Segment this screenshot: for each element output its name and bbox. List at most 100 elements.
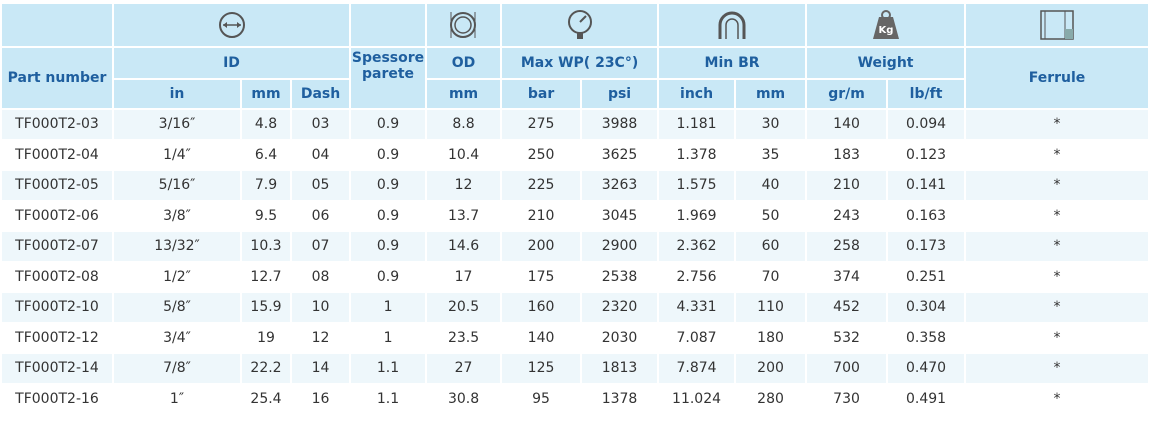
table-cell: 35 <box>736 140 806 169</box>
unit-cell: mm <box>427 80 501 108</box>
table-cell: 0.094 <box>888 110 965 139</box>
table-cell: 275 <box>502 110 581 139</box>
table-cell: 1.1 <box>351 354 426 383</box>
table-cell: 13/32″ <box>114 232 240 261</box>
unit-cell: gr/m <box>807 80 887 108</box>
table-cell: * <box>966 262 1148 291</box>
table-cell: 140 <box>502 323 581 352</box>
header-cell <box>2 4 112 46</box>
unit-cell: in <box>114 80 240 108</box>
table-cell: 1 <box>351 293 426 322</box>
table-cell: 60 <box>736 232 806 261</box>
table-cell: 25.4 <box>242 384 290 413</box>
header-cell <box>351 4 426 46</box>
table-cell: 180 <box>736 323 806 352</box>
icon-weight: Kg <box>807 4 965 46</box>
table-cell: 11.024 <box>659 384 735 413</box>
table-cell: 0.141 <box>888 171 965 200</box>
table-cell: 452 <box>807 293 887 322</box>
table-cell: TF000T2-06 <box>2 201 112 230</box>
table-row: TF000T2-10 5/8″ 15.9 10 1 20.5 160 2320 4.331 110… <box>2 293 1148 322</box>
table-cell: 3625 <box>582 140 658 169</box>
table-cell: 3/8″ <box>114 201 240 230</box>
unit-cell: mm <box>242 80 290 108</box>
table-cell: TF000T2-12 <box>2 323 112 352</box>
unit-cell: bar <box>502 80 581 108</box>
unit-cell: Dash <box>292 80 350 108</box>
table-cell: 243 <box>807 201 887 230</box>
table-cell: 258 <box>807 232 887 261</box>
table-cell: 3/4″ <box>114 323 240 352</box>
table-cell: 0.9 <box>351 171 426 200</box>
header-cell: Max WP( 23C°) <box>502 48 658 78</box>
table-cell: 0.9 <box>351 262 426 291</box>
table-cell: * <box>966 293 1148 322</box>
table-cell: 50 <box>736 201 806 230</box>
table-cell: * <box>966 232 1148 261</box>
table-cell: TF000T2-08 <box>2 262 112 291</box>
table-cell: 1.378 <box>659 140 735 169</box>
table-cell: 1/2″ <box>114 262 240 291</box>
svg-text:Kg: Kg <box>878 25 893 36</box>
table-cell: 4.331 <box>659 293 735 322</box>
table-row: TF000T2-03 3/16″ 4.8 03 0.9 8.8 275 3988 1.181 30… <box>2 110 1148 139</box>
table-cell: 30.8 <box>427 384 501 413</box>
table-row: TF000T2-07 13/32″ 10.3 07 0.9 14.6 200 2900 2.36… <box>2 232 1148 261</box>
table-cell: 0.251 <box>888 262 965 291</box>
table-cell: 0.123 <box>888 140 965 169</box>
table-cell: 700 <box>807 354 887 383</box>
table-cell: TF000T2-07 <box>2 232 112 261</box>
icon-ferrule <box>966 4 1148 46</box>
table-cell: 1.575 <box>659 171 735 200</box>
spec-table: Kg Part number ID Spessore parete OD Max… <box>0 2 1150 415</box>
table-cell: 17 <box>427 262 501 291</box>
table-cell: 175 <box>502 262 581 291</box>
table-cell: * <box>966 201 1148 230</box>
table-cell: 7.874 <box>659 354 735 383</box>
table-cell: 2.756 <box>659 262 735 291</box>
table-cell: 03 <box>292 110 350 139</box>
table-cell: 2.362 <box>659 232 735 261</box>
table-cell: 8.8 <box>427 110 501 139</box>
table-cell: 1.969 <box>659 201 735 230</box>
table-cell: 08 <box>292 262 350 291</box>
table-cell: 0.9 <box>351 140 426 169</box>
table-cell: 2538 <box>582 262 658 291</box>
table-cell: 14.6 <box>427 232 501 261</box>
table-cell: * <box>966 110 1148 139</box>
table-cell: 0.470 <box>888 354 965 383</box>
table-cell: 374 <box>807 262 887 291</box>
table-cell: 16 <box>292 384 350 413</box>
table-cell: 14 <box>292 354 350 383</box>
header-cell: Ferrule <box>966 48 1148 108</box>
table-cell: TF000T2-16 <box>2 384 112 413</box>
table-cell: * <box>966 140 1148 169</box>
table-cell: 27 <box>427 354 501 383</box>
table-cell: 0.304 <box>888 293 965 322</box>
table-cell: TF000T2-10 <box>2 293 112 322</box>
table-cell: 06 <box>292 201 350 230</box>
header-cell: OD <box>427 48 501 78</box>
table-cell: 1″ <box>114 384 240 413</box>
table-cell: 13.7 <box>427 201 501 230</box>
table-cell: 1.1 <box>351 384 426 413</box>
table-cell: 7/8″ <box>114 354 240 383</box>
table-row: TF000T2-06 3/8″ 9.5 06 0.9 13.7 210 3045 1.969 50… <box>2 201 1148 230</box>
table-cell: 1/4″ <box>114 140 240 169</box>
table-cell: 22.2 <box>242 354 290 383</box>
table-cell: 70 <box>736 262 806 291</box>
table-cell: 7.9 <box>242 171 290 200</box>
table-cell: 7.087 <box>659 323 735 352</box>
table-cell: 5/8″ <box>114 293 240 322</box>
header-cell: ID <box>114 48 350 78</box>
table-cell: 3988 <box>582 110 658 139</box>
table-cell: 05 <box>292 171 350 200</box>
table-cell: 19 <box>242 323 290 352</box>
table-cell: 04 <box>292 140 350 169</box>
table-cell: TF000T2-05 <box>2 171 112 200</box>
table-cell: 280 <box>736 384 806 413</box>
table-cell: 2900 <box>582 232 658 261</box>
table-cell: 730 <box>807 384 887 413</box>
table-cell: 10.4 <box>427 140 501 169</box>
